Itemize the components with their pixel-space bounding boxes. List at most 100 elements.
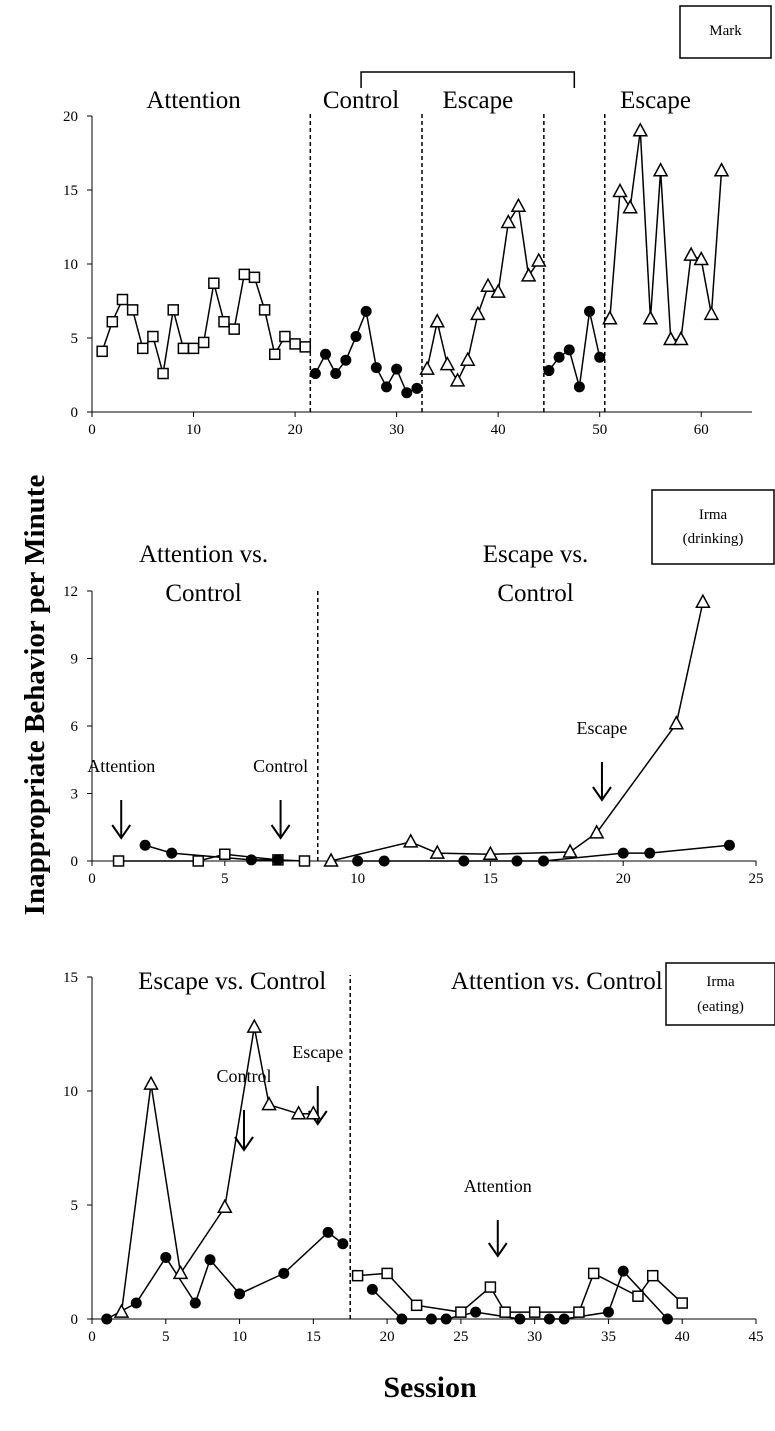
data-point-circle [563,344,575,356]
participant-box [665,962,775,1026]
data-point-triangle [429,313,445,328]
data-point-square [299,341,311,353]
data-point-square [279,330,291,343]
x-tick-label: 10 [186,422,201,438]
condition-label-line: Attention vs. [139,541,268,568]
data-point-triangle [668,715,685,730]
data-point-circle [204,1254,216,1266]
series-line-triangle [330,602,704,862]
y-tick-label: 0 [71,1312,79,1328]
x-tick-label: 20 [616,871,631,887]
annotation-arrowhead [234,1136,254,1152]
series-line-circle [144,844,278,861]
x-tick-label: 40 [675,1329,690,1345]
y-tick-label: 12 [63,584,78,600]
data-point-circle [234,1288,246,1300]
data-point-triangle [113,1303,130,1318]
data-point-circle [272,854,284,866]
condition-label-line: Attention [146,87,241,114]
data-point-triangle [713,162,730,177]
data-point-triangle [305,1105,322,1120]
data-point-circle [245,854,257,866]
data-point-triangle [612,182,628,198]
condition-label: Attention vs. Control [139,541,268,607]
participant-label: Mark [709,23,742,39]
data-point-circle [278,1267,290,1279]
data-point-square [676,1297,688,1309]
data-point-square [351,1269,364,1282]
data-point-circle [617,1265,629,1277]
data-point-square [106,315,119,328]
x-tick-label: 40 [491,422,506,438]
chart-panel-3: 0 5 10 15 20 25 30 35 40 45 0 5 10 15 Escape vs. Contr… [63,962,775,1345]
x-tick-label: 25 [453,1329,468,1345]
data-point-square [381,1267,393,1280]
data-point-triangle [693,250,709,266]
participant-label: Irma (drinking) [683,507,744,547]
data-point-circle [538,855,550,867]
data-point-square [258,304,271,316]
data-point-circle [558,1313,570,1325]
data-point-circle [553,351,565,363]
data-point-square [587,1267,600,1280]
condition-label: Escape [442,87,513,114]
participant-label: Irma (eating) [697,974,744,1015]
x-tick-label: 10 [232,1329,247,1345]
x-tick-label: 30 [389,422,404,438]
x-tick-label: 0 [88,1329,96,1345]
data-point-circle [166,847,178,859]
data-point-circle [511,855,523,867]
condition-label-line: Control [323,87,399,114]
data-point-square [484,1281,497,1293]
data-point-square [238,268,251,281]
y-tick-label: 5 [71,331,79,347]
condition-label-line: Escape [442,87,513,114]
data-point-square [219,848,231,860]
participant-label-line: (eating) [697,999,744,1015]
annotation-arrowhead [592,786,612,802]
data-point-square [269,348,281,361]
y-axis-label: Inappropriate Behavior per Minute [19,475,51,916]
data-point-square [116,293,129,306]
data-point-circle [352,855,364,867]
data-point-square [167,304,179,316]
data-point-triangle [482,845,499,860]
y-tick-label: 15 [63,970,78,986]
y-tick-label: 10 [63,257,78,273]
data-point-square [137,342,149,355]
annotation-arrowhead [111,824,132,840]
data-point-triangle [520,267,537,282]
data-point-square [289,338,301,350]
data-point-triangle [663,330,679,346]
data-point-circle [340,354,352,366]
y-tick-label: 10 [63,1084,78,1100]
data-point-square [228,323,240,335]
participant-label-line: Irma [706,974,735,990]
data-point-circle [189,1297,201,1309]
data-point-square [147,330,159,343]
data-point-triangle [673,330,689,346]
data-point-triangle [290,1105,307,1120]
annotation-label: Attention [464,1176,532,1196]
data-point-circle [543,365,555,377]
data-point-circle [360,305,372,317]
condition-label: Attention vs. Control [451,968,663,995]
x-tick-label: 0 [88,871,96,887]
series-line-triangle [426,204,540,383]
condition-label-line: Escape vs. Control [138,968,326,995]
data-point-triangle [419,360,435,375]
data-point-triangle [217,1198,233,1214]
data-point-circle [139,839,151,851]
data-point-square [410,1299,423,1312]
condition-label: Control [323,87,399,114]
x-tick-label: 10 [350,871,365,887]
data-point-triangle [470,305,486,321]
y-tick-label: 0 [71,854,79,870]
data-point-triangle [246,1018,263,1033]
data-point-circle [320,348,332,360]
data-point-square [573,1306,585,1318]
data-point-circle [617,847,629,859]
data-point-circle [160,1251,172,1263]
data-point-triangle [588,824,605,839]
data-point-square [298,855,311,867]
